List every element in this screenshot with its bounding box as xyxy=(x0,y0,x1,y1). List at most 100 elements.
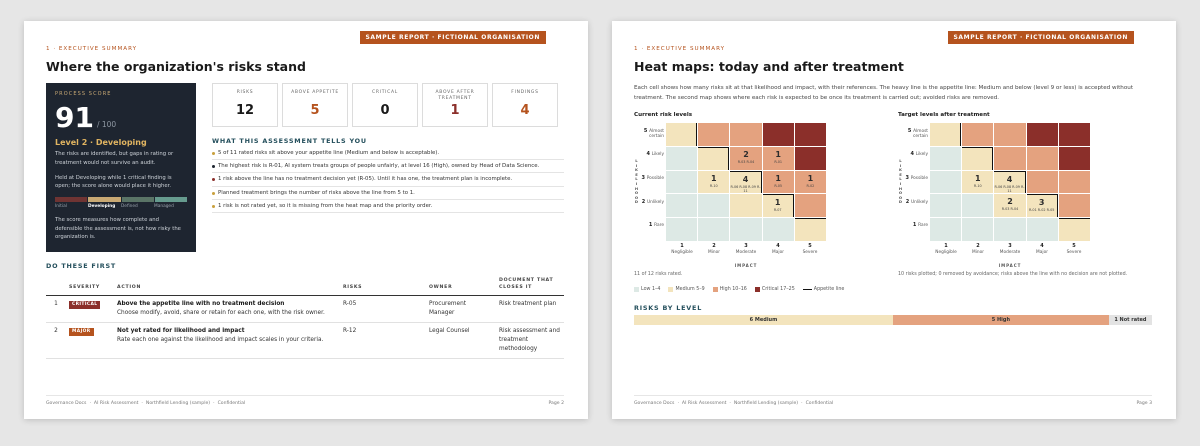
finding-item: Planned treatment brings the number of r… xyxy=(212,187,564,200)
legend-swatch xyxy=(668,287,674,292)
heatmap-cell xyxy=(698,123,730,146)
footer-breadcrumb: Governance DocsAI Risk AssessmentNorthfi… xyxy=(634,401,833,406)
finding-item: 5 of 11 rated risks sit above your appet… xyxy=(212,147,564,161)
finding-item: The highest risk is R-01, AI system trea… xyxy=(212,160,564,174)
heatmap-cell xyxy=(962,146,994,170)
row-name: Rare xyxy=(654,223,664,229)
cell-count: 4 xyxy=(1006,174,1013,184)
legend-label: High 10–16 xyxy=(719,287,747,292)
col-number: 5 xyxy=(808,243,812,249)
column-header: OWNER xyxy=(426,275,496,296)
heatmap-cell xyxy=(930,146,962,170)
level-description: The risks are identified, but gaps in ra… xyxy=(55,151,174,166)
col-name: Major xyxy=(772,249,784,255)
likelihood-row-label: 3 Possible xyxy=(640,175,664,182)
row-number: 5 xyxy=(643,127,650,134)
legend-item: Low 1–4 xyxy=(634,287,660,292)
col-name: Minor xyxy=(707,249,721,255)
row-name: Rare xyxy=(918,223,928,229)
column-header xyxy=(46,275,66,296)
cell-risk-ids: R-10 xyxy=(973,183,982,188)
severity-badge: CRITICAL xyxy=(69,301,101,309)
risks-by-level-bar: 6 Medium 5 High 1 Not rated xyxy=(634,315,1152,325)
kpi-value: 5 xyxy=(310,103,320,118)
heatmap-cell: 1 R-10 xyxy=(698,170,730,194)
impact-col-label: 1 Negligible xyxy=(930,243,962,255)
heatmap-grid: 2 R-03 R-04 1 R-01 1 R-10 4 R-06 R-08 R-09 R-11… xyxy=(666,123,826,241)
heatmap-cell xyxy=(1026,218,1058,241)
kpi-card: RISKS 12 xyxy=(212,83,278,127)
row-number: 1 xyxy=(912,222,919,229)
row-name: Unlikely xyxy=(647,199,664,205)
maturity-segment-label: Managed xyxy=(154,204,174,210)
row-name: Likely xyxy=(915,152,928,158)
footer-item: Governance Docs xyxy=(46,401,87,406)
impact-col-label: 1 Negligible xyxy=(666,243,698,255)
cell-risk-ids: R-01 xyxy=(774,159,783,164)
heatmap-cell xyxy=(730,218,762,241)
col-number: 3 xyxy=(1008,243,1012,249)
footer-item: Northfield Lending (sample) xyxy=(726,401,798,406)
cell-count: 1 xyxy=(975,173,981,183)
column-header: SEVERITY xyxy=(66,275,114,296)
heatmap-cell xyxy=(666,170,698,194)
heatmap-cell xyxy=(666,194,698,218)
heatmap-cell: 4 R-06 R-08 R-09 R-11 xyxy=(730,170,762,194)
kpi-value: 0 xyxy=(380,103,390,118)
heatmap-cell xyxy=(930,170,962,194)
heatmap-cell: 2 R-03 R-04 xyxy=(730,146,762,170)
row-name: Possible xyxy=(910,176,928,181)
appetite-line-swatch xyxy=(802,288,812,291)
severity-badge: MAJOR xyxy=(69,328,94,336)
table-row: 2 MAJOR Not yet rated for likelihood and i… xyxy=(46,322,564,359)
row-name: Likely xyxy=(651,152,664,158)
heatmap-cell xyxy=(962,194,994,218)
legend-label: Appetite line xyxy=(813,287,845,292)
maturity-segment xyxy=(154,197,187,203)
heatmap-cell xyxy=(730,194,762,218)
legend-item: Appetite line xyxy=(802,287,845,292)
row-number: 5 xyxy=(907,127,914,134)
heatmap-cell xyxy=(994,146,1026,170)
legend-item: High 10–16 xyxy=(712,287,747,292)
legend-swatch xyxy=(634,287,639,292)
kpi-card: ABOVE APPETITE 5 xyxy=(282,83,348,127)
heatmap-cell xyxy=(666,123,698,146)
legend-label: Low 1–4 xyxy=(641,287,661,292)
kpi-label: RISKS xyxy=(236,90,254,95)
action-detail: Choose modify, avoid, share or retain fo… xyxy=(117,310,325,316)
kpi-card: ABOVE AFTER TREATMENT 1 xyxy=(422,83,488,127)
sample-report-tag: SAMPLE REPORT · FICTIONAL ORGANISATION xyxy=(359,31,546,44)
impact-col-label: 2 Minor xyxy=(698,243,730,255)
footer-item: AI Risk Assessment xyxy=(674,401,726,406)
heatmap-cell xyxy=(994,218,1026,241)
cell-count: 3 xyxy=(1038,198,1045,208)
heatmap-cell xyxy=(730,123,762,146)
kpi-card: CRITICAL 0 xyxy=(352,83,418,127)
maturity-segment xyxy=(55,197,88,203)
likelihood-row-label: 2 Unlikely xyxy=(640,198,664,206)
kpi-label: ABOVE APPETITE xyxy=(291,90,339,95)
col-number: 4 xyxy=(776,243,780,249)
bullet-dot-icon xyxy=(212,191,215,195)
cell-risk-ids: R-10 xyxy=(709,183,718,188)
heatmap-cell xyxy=(666,218,698,241)
row-number: 2 xyxy=(641,198,648,205)
heatmap-cell: 2 R-03 R-04 xyxy=(994,194,1026,218)
target-map-title: Target levels after treatment xyxy=(898,112,990,118)
col-number: 2 xyxy=(976,243,980,249)
footer-item: Confidential xyxy=(210,401,245,406)
legend-item: Critical 17–25 xyxy=(754,287,795,292)
maturity-scale-labels: Initial Developing Defined Managed xyxy=(55,204,187,209)
risk-level-segment: 6 Medium xyxy=(634,315,893,325)
kpi-label: ABOVE AFTER TREATMENT xyxy=(435,90,475,101)
cell-count: 1 xyxy=(774,198,781,208)
kpi-row: RISKS 12 ABOVE APPETITE 5 CRITICAL 0 ABOVE AFT… xyxy=(212,83,558,127)
maturity-segment-label: Developing xyxy=(88,204,116,210)
cell-risk-ids: R-01 R-02 R-05 xyxy=(1028,208,1055,213)
heatmap-cell xyxy=(962,218,994,241)
cell-risk-ids: R-06 R-08 R-09 R-11 xyxy=(994,184,1025,193)
heatmap-cell xyxy=(1026,170,1058,194)
